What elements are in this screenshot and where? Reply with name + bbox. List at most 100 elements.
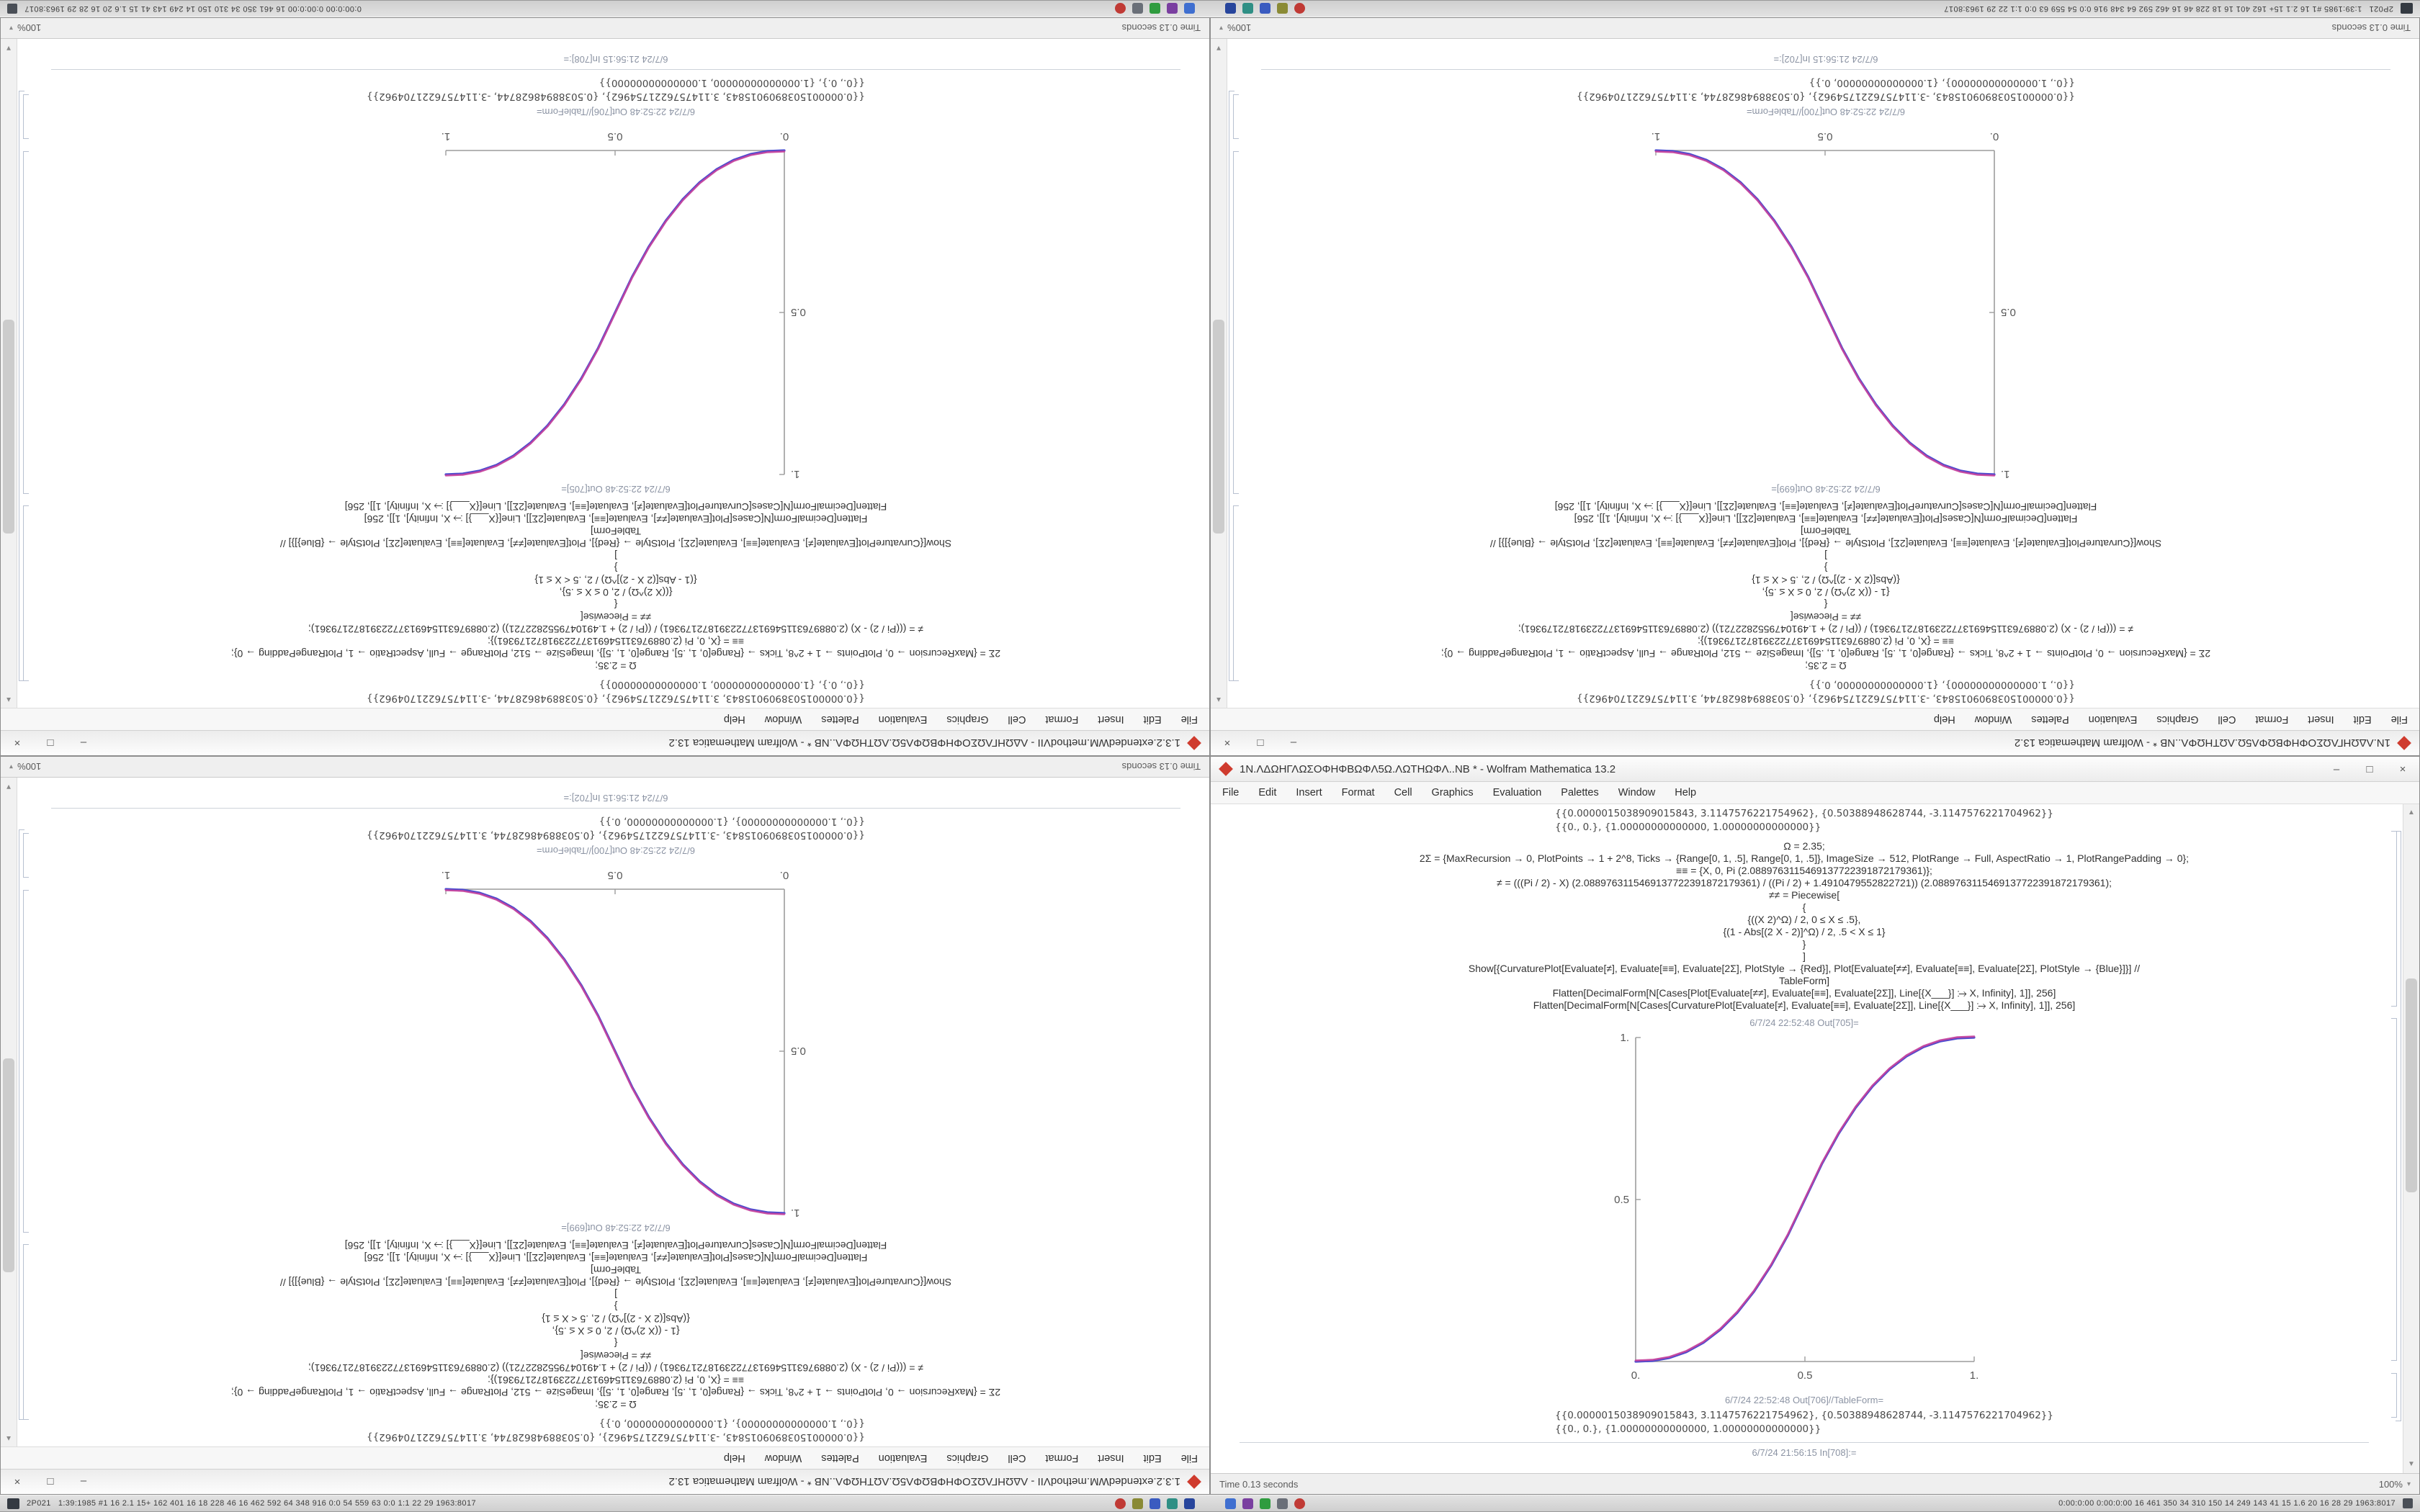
scrollbar-thumb[interactable] — [2406, 978, 2417, 1192]
record-red-icon[interactable] — [1115, 1498, 1126, 1509]
app-blue-icon[interactable] — [1150, 1498, 1160, 1509]
app-navy-icon[interactable] — [1225, 3, 1236, 14]
menu-item[interactable]: Evaluation — [2088, 714, 2138, 725]
menu-item[interactable]: Evaluation — [878, 714, 928, 725]
menu-item[interactable]: Insert — [2308, 714, 2334, 725]
window-titlebar[interactable]: 1Ν.ΛΔΩΗΓΛΩΣΟΦΗΦΒΩΦΛ5Ω.ΛΩΤΗΩΦΛ..NB * - Wo… — [1211, 757, 2419, 782]
menu-item[interactable]: Palettes — [2031, 714, 2069, 725]
menu-item[interactable]: Palettes — [1561, 787, 1599, 798]
sigmoid-plot[interactable]: 0. 0.5 1. 0.5 1. — [414, 120, 817, 480]
close-button[interactable]: × — [14, 1475, 21, 1488]
app-teal-icon[interactable] — [1242, 3, 1253, 14]
menu-item[interactable]: Cell — [1394, 787, 1412, 798]
menu-item[interactable]: Graphics — [1431, 787, 1474, 798]
app-blue-icon[interactable] — [1260, 3, 1270, 14]
tray-icon[interactable] — [7, 4, 17, 14]
menu-item[interactable]: Palettes — [821, 1452, 859, 1464]
notebook-area[interactable]: {{0.0000015038909015843, -3.114757622175… — [1, 778, 1209, 1446]
cell-bracket-input[interactable] — [2391, 831, 2397, 1007]
window-titlebar[interactable]: 1.3.2.extendedWM.methodVII - ΛΔΩΗΓΛΩΣΟΦΗ… — [1, 1469, 1209, 1494]
input-cell-code[interactable]: Ω = 2.35; 2Σ = {MaxRecursion → 0, PlotPoi… — [231, 500, 1000, 672]
record-red-icon-2[interactable] — [1294, 1498, 1305, 1509]
close-button[interactable]: × — [2399, 762, 2406, 775]
menu-item[interactable]: Format — [1341, 787, 1375, 798]
minimize-button[interactable]: – — [80, 737, 87, 750]
notebook-area[interactable]: {{0.0000015038909015843, 3.1147576221754… — [1, 39, 1209, 708]
scrollbar[interactable]: ▲ ▼ — [1, 39, 17, 708]
maximize-button[interactable]: □ — [2366, 762, 2373, 775]
app-olive-icon[interactable] — [1277, 3, 1288, 14]
menu-item[interactable]: Edit — [2353, 714, 2372, 725]
sigmoid-plot[interactable]: 0. 0.5 1. 0.5 1. — [414, 859, 817, 1219]
menu-item[interactable]: Window — [764, 714, 802, 725]
app-skyblue-icon[interactable] — [1184, 3, 1195, 14]
menu-item[interactable]: Edit — [1143, 1452, 1162, 1464]
cell-insertion-bar[interactable] — [1261, 69, 2390, 70]
close-button[interactable]: × — [1224, 737, 1231, 750]
maximize-button[interactable]: □ — [47, 1475, 54, 1488]
maximize-button[interactable]: □ — [1257, 737, 1264, 750]
scroll-down-icon[interactable]: ▼ — [5, 783, 12, 791]
scrollbar-thumb[interactable] — [1213, 320, 1224, 534]
sigmoid-plot[interactable]: 0. 0.5 1. 0.5 1. — [1624, 120, 2027, 480]
cell-bracket-plot[interactable] — [2391, 1018, 2397, 1362]
menu-item[interactable]: Cell — [2218, 714, 2236, 725]
app-purple-icon[interactable] — [1242, 1498, 1253, 1509]
record-red-icon-2[interactable] — [1115, 3, 1126, 14]
menu-item[interactable]: Insert — [1098, 714, 1124, 725]
zoom-control[interactable]: 100% ▾ — [2379, 1479, 2411, 1490]
cell-insertion-bar[interactable] — [51, 808, 1180, 809]
input-cell-code[interactable]: Ω = 2.35; 2Σ = {MaxRecursion → 0, PlotPoi… — [1420, 840, 2189, 1012]
menu-item[interactable]: Window — [764, 1452, 802, 1464]
cell-bracket-group[interactable] — [19, 91, 24, 681]
sigmoid-plot[interactable]: 0. 0.5 1. 0.5 1. — [1603, 1032, 2006, 1392]
minimize-button[interactable]: – — [2333, 762, 2340, 775]
menu-item[interactable]: Help — [1933, 714, 1955, 725]
zoom-control[interactable]: 100% ▾ — [9, 23, 41, 34]
app-teal-icon[interactable] — [1167, 1498, 1178, 1509]
scroll-up-icon[interactable]: ▲ — [5, 696, 12, 703]
scrollbar[interactable]: ▲ ▼ — [1211, 39, 1227, 708]
cell-bracket-table[interactable] — [2391, 1372, 2397, 1418]
menu-item[interactable]: Graphics — [946, 1452, 989, 1464]
menu-item[interactable]: File — [2390, 714, 2408, 725]
menu-item[interactable]: File — [1222, 787, 1240, 798]
input-cell-code[interactable]: Ω = 2.35; 2Σ = {MaxRecursion → 0, PlotPoi… — [1441, 500, 2210, 672]
app-skyblue-icon[interactable] — [1225, 1498, 1236, 1509]
menu-item[interactable]: Help — [1675, 787, 1697, 798]
app-olive-icon[interactable] — [1132, 1498, 1143, 1509]
window-titlebar[interactable]: 1.3.2.extendedWM.methodVII - ΛΔΩΗΓΛΩΣΟΦΗ… — [1, 730, 1209, 755]
scrollbar-thumb[interactable] — [3, 320, 14, 534]
menu-item[interactable]: Evaluation — [878, 1452, 928, 1464]
menu-item[interactable]: Edit — [1143, 714, 1162, 725]
notebook-area[interactable]: {{0.0000015038909015843, 3.1147576221754… — [1211, 804, 2419, 1473]
menu-item[interactable]: Window — [1618, 787, 1656, 798]
menu-item[interactable]: Window — [1974, 714, 2012, 725]
app-purple-icon[interactable] — [1167, 3, 1178, 14]
menu-item[interactable]: Insert — [1296, 787, 1322, 798]
notebook-area[interactable]: {{0.0000015038909015843, -3.114757622175… — [1211, 39, 2419, 708]
cell-bracket-group[interactable] — [1229, 91, 1234, 681]
menu-item[interactable]: File — [1180, 1452, 1198, 1464]
menu-item[interactable]: Format — [1045, 1452, 1079, 1464]
zoom-control[interactable]: 100% ▾ — [9, 762, 41, 773]
window-titlebar[interactable]: 1Ν.ΛΔΩΗΓΛΩΣΟΦΗΦΒΩΦΛ5Ω.ΛΩΤΗΩΦΛ..NB * - Wo… — [1211, 730, 2419, 755]
cell-bracket-group[interactable] — [19, 829, 24, 1420]
menu-item[interactable]: Format — [1045, 714, 1079, 725]
system-menu-icon[interactable] — [7, 1498, 19, 1509]
maximize-button[interactable]: □ — [47, 737, 54, 750]
app-gray-icon[interactable] — [1132, 3, 1143, 14]
app-green-icon[interactable] — [1150, 3, 1160, 14]
scroll-down-icon[interactable]: ▼ — [1215, 44, 1222, 52]
menu-item[interactable]: Graphics — [2156, 714, 2199, 725]
menu-item[interactable]: Cell — [1008, 1452, 1026, 1464]
scrollbar-thumb[interactable] — [3, 1058, 14, 1273]
menu-item[interactable]: Evaluation — [1492, 787, 1542, 798]
scroll-up-icon[interactable]: ▲ — [2408, 809, 2415, 816]
minimize-button[interactable]: – — [1290, 737, 1297, 750]
zoom-control[interactable]: 100% ▾ — [1219, 23, 1251, 34]
app-green-icon[interactable] — [1260, 1498, 1270, 1509]
record-red-icon[interactable] — [1294, 3, 1305, 14]
cell-bracket-group[interactable] — [2396, 831, 2401, 1421]
menu-item[interactable]: Cell — [1008, 714, 1026, 725]
